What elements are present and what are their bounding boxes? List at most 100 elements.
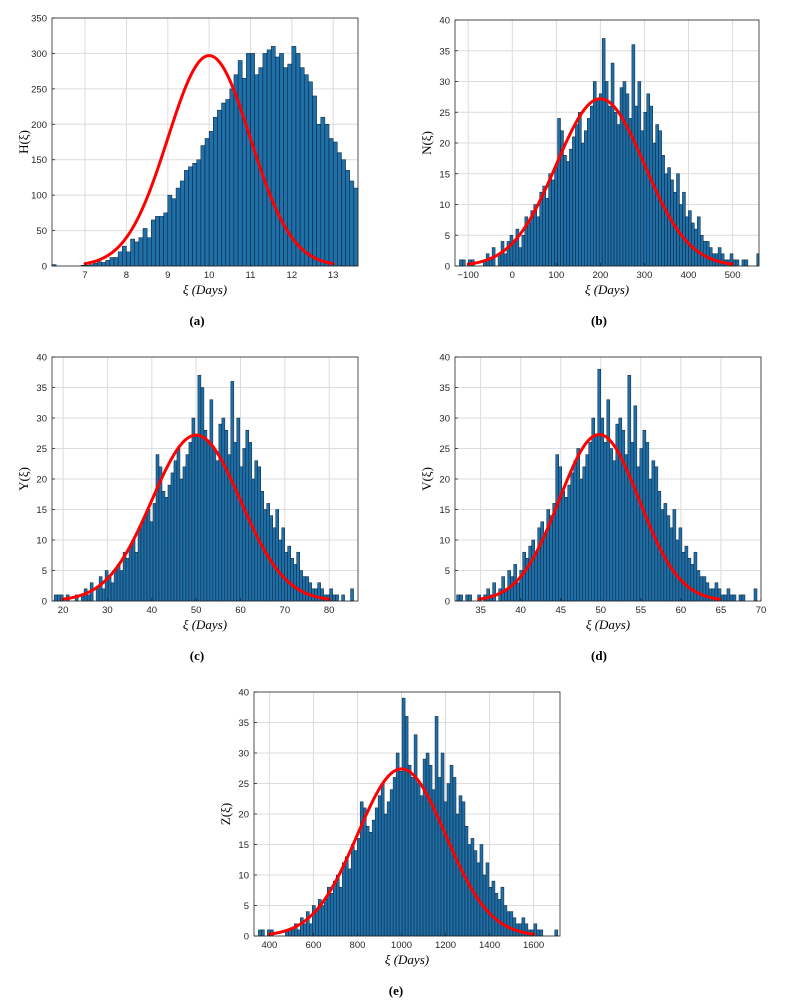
- histogram-bar: [279, 53, 284, 267]
- histogram-bar: [509, 911, 514, 937]
- histogram-bar: [567, 484, 572, 602]
- histogram-bar: [134, 551, 139, 602]
- histogram-bar: [595, 99, 600, 267]
- caption-d: (d): [591, 648, 607, 663]
- histogram-bar: [564, 497, 568, 602]
- histogram-bar: [622, 81, 627, 267]
- histogram-bar: [275, 56, 280, 267]
- y-tick-label: 30: [36, 414, 47, 425]
- histogram-bar: [741, 594, 746, 602]
- histogram-bar: [131, 539, 136, 602]
- x-tick-label: 50: [191, 605, 202, 616]
- histogram-bar: [95, 588, 100, 602]
- histogram-bar: [341, 159, 346, 267]
- histogram-bar: [324, 124, 330, 267]
- histogram-bar: [305, 576, 309, 602]
- histogram-bar: [196, 159, 202, 267]
- histogram-bar: [175, 187, 181, 267]
- x-tick-label: 1200: [435, 940, 456, 951]
- histogram-bar: [576, 448, 581, 602]
- histogram-bar: [349, 180, 355, 267]
- y-tick-label: 40: [439, 353, 450, 364]
- histogram-bar: [321, 905, 325, 937]
- histogram-bar: [113, 257, 119, 267]
- histogram-chart-c: 20 30 40 50 60 70 80 0 5 10 15 20 25 30 35 40 ξ (Days) Y(…: [16, 353, 359, 632]
- y-tick-label: 50: [36, 226, 47, 237]
- histogram-bar: [377, 795, 382, 937]
- y-tick-label: 15: [36, 505, 47, 516]
- x-tick-label: 20: [58, 605, 69, 616]
- x-tick-label: 100: [548, 270, 564, 281]
- histogram-bar: [585, 454, 590, 602]
- panel-e: 400 600 800 1000 1200 1400 1600 0 5 10 15 20 25 30 35 4…: [196, 680, 590, 1005]
- histogram-bar: [404, 716, 409, 937]
- histogram-bar: [302, 576, 306, 602]
- x-tick-label: 55: [636, 605, 647, 616]
- y-axis-label: V(ξ): [419, 467, 434, 491]
- histogram-bar: [664, 173, 668, 267]
- x-ticks: 7 8 9 10 11 12 13: [82, 263, 338, 281]
- histogram-bar: [646, 93, 650, 267]
- histogram-bar: [86, 594, 91, 602]
- histogram-bar: [356, 838, 361, 937]
- caption-a: (a): [189, 313, 205, 328]
- caption-b: (b): [591, 313, 607, 328]
- histogram-bar: [428, 764, 433, 937]
- y-tick-label: 15: [439, 169, 450, 180]
- histogram-bar: [374, 807, 379, 937]
- histogram-bar: [333, 880, 337, 937]
- histogram-bar: [465, 594, 469, 602]
- histogram-bar: [500, 886, 505, 937]
- x-tick-label: 600: [306, 940, 322, 951]
- normal-fit-curve: [477, 432, 721, 601]
- y-tick-label: 15: [439, 505, 450, 516]
- histogram-bar: [125, 558, 130, 602]
- y-tick-label: 25: [238, 779, 249, 790]
- histogram-bar: [416, 783, 421, 937]
- y-tick-label: 40: [439, 16, 450, 27]
- y-tick-label: 0: [244, 932, 249, 943]
- histogram-bar: [563, 155, 567, 267]
- histogram-bar: [109, 257, 115, 267]
- histogram-bar: [188, 166, 193, 267]
- histogram-bar: [312, 95, 317, 267]
- histogram-bar: [155, 454, 160, 602]
- histogram-bar: [492, 582, 496, 602]
- histogram-bar: [558, 466, 562, 602]
- x-tick-label: 400: [681, 270, 697, 281]
- histogram-bar: [572, 136, 576, 267]
- histogram-bar: [663, 503, 668, 602]
- y-tick-label: 150: [31, 155, 47, 166]
- histogram-bar: [744, 259, 749, 267]
- y-tick-label: 30: [439, 414, 450, 425]
- y-axis-label: H(ξ): [16, 130, 31, 154]
- histogram-bar: [185, 454, 190, 602]
- y-ticks: 0 5 10 15 20 25 30 35 40: [439, 16, 458, 273]
- x-tick-label: 80: [324, 605, 335, 616]
- y-tick-label: 5: [244, 901, 249, 912]
- histogram-bar: [557, 118, 561, 267]
- histogram-bar: [335, 594, 339, 602]
- histogram-bar: [681, 551, 686, 602]
- histogram-bar: [293, 564, 297, 602]
- x-tick-label: 50: [596, 605, 607, 616]
- histogram-bar: [705, 241, 710, 267]
- x-axis-label: ξ (Days): [585, 282, 629, 297]
- histogram-bar: [413, 734, 418, 937]
- x-tick-label: 1400: [479, 940, 500, 951]
- histogram-bar: [649, 105, 653, 267]
- histogram-chart-d: 35 40 45 50 55 60 65 70 0 5 10 15 20 25 30 35 40 ξ (Days)…: [419, 353, 766, 633]
- histogram-bar: [633, 405, 638, 602]
- histogram-bar: [648, 478, 653, 602]
- histogram-bar: [676, 173, 680, 267]
- histogram-bar: [555, 454, 559, 602]
- y-tick-label: 0: [445, 262, 450, 273]
- histogram-bar: [652, 142, 656, 267]
- histogram-bar: [410, 777, 415, 937]
- y-tick-label: 35: [36, 383, 47, 394]
- histogram-bar: [200, 387, 205, 602]
- histogram-bar: [531, 539, 535, 602]
- histogram-bar: [218, 423, 223, 602]
- x-ticks: 400 600 800 1000 1200 1400 1600: [261, 933, 544, 951]
- y-tick-label: 35: [439, 383, 450, 394]
